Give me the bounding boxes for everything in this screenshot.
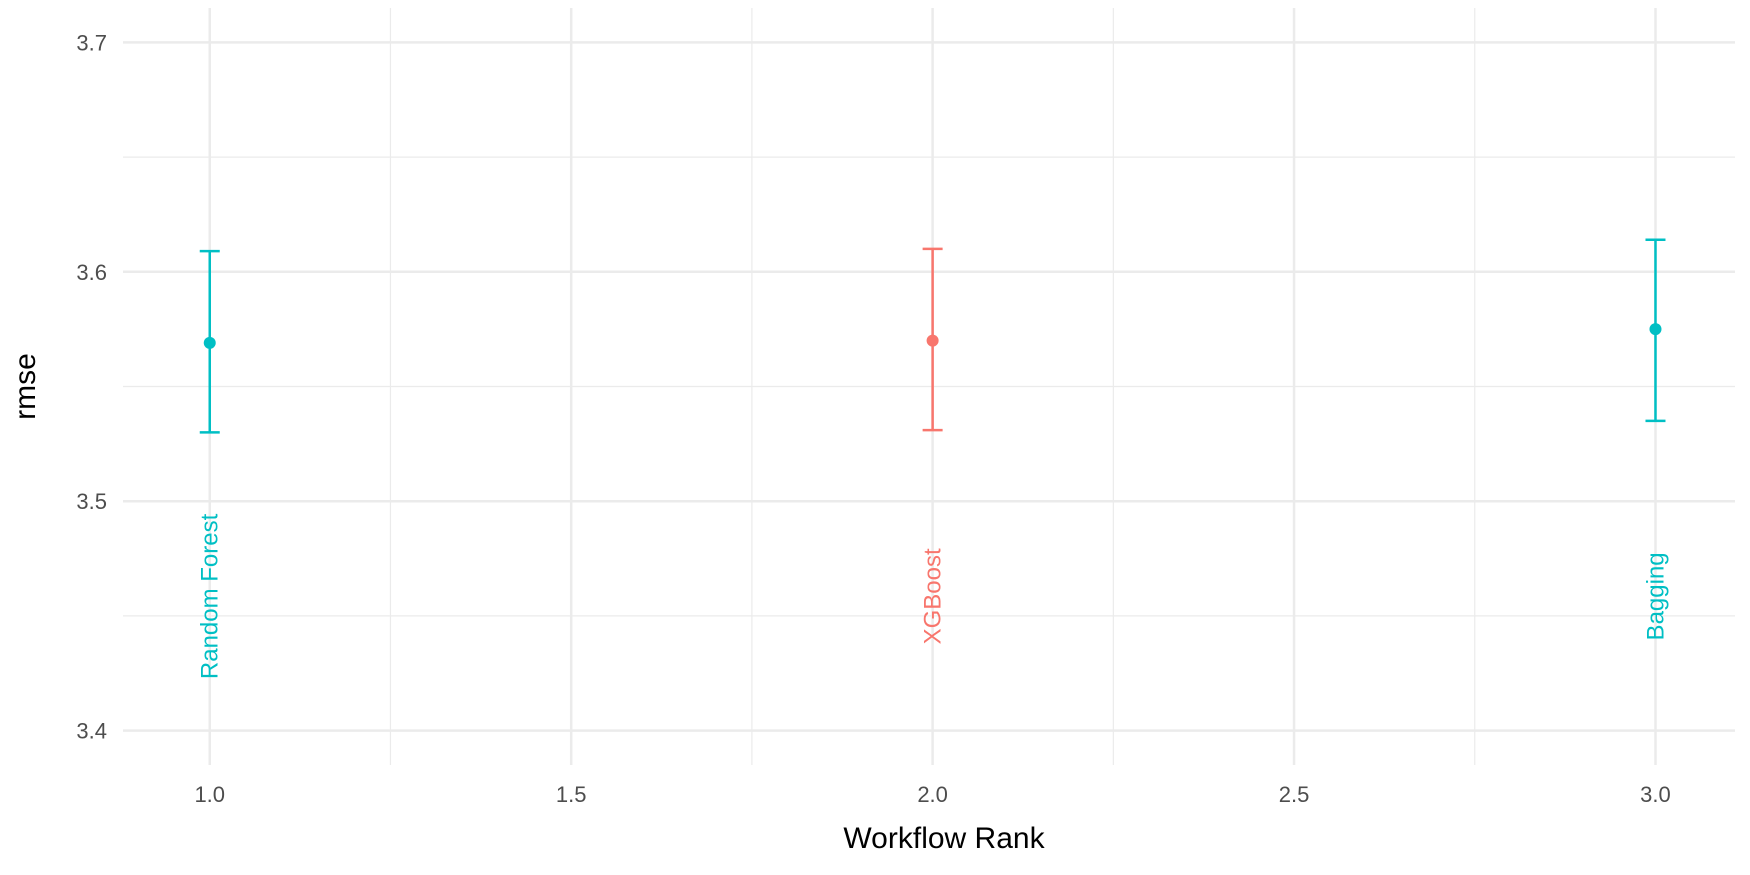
x-tick-label: 2.5: [1279, 782, 1310, 807]
data-point-label: Random Forest: [197, 513, 224, 679]
x-axis-title: Workflow Rank: [843, 822, 1045, 855]
x-tick-label: 2.0: [917, 782, 948, 807]
y-tick-label: 3.7: [76, 30, 107, 55]
data-point: [1649, 323, 1662, 336]
x-tick-label: 1.0: [194, 782, 225, 807]
data-point: [203, 336, 216, 349]
data-marks: Random Forest XGBoost Bagging: [197, 238, 1669, 679]
major-gridlines: [123, 8, 1735, 765]
y-axis-tick-labels: 3.4 3.5 3.6 3.7: [76, 30, 107, 743]
data-point-label: XGBoost: [920, 548, 947, 644]
y-tick-label: 3.4: [76, 719, 107, 744]
data-point-group: Random Forest: [197, 249, 224, 679]
x-axis-tick-labels: 1.0 1.5 2.0 2.5 3.0: [194, 782, 1670, 807]
y-tick-label: 3.5: [76, 489, 107, 514]
data-point: [926, 334, 939, 347]
x-tick-label: 3.0: [1640, 782, 1671, 807]
minor-gridlines: [123, 8, 1735, 765]
data-point-group: Bagging: [1642, 238, 1669, 640]
y-tick-label: 3.6: [76, 260, 107, 285]
y-axis-title: rmse: [9, 353, 42, 420]
x-tick-label: 1.5: [556, 782, 587, 807]
data-point-label: Bagging: [1642, 552, 1669, 640]
data-point-group: XGBoost: [920, 247, 947, 644]
